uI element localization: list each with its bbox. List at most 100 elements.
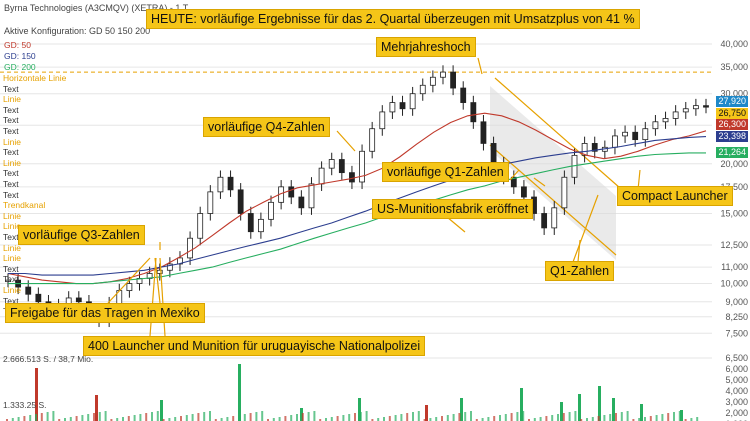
side-list-item[interactable]: Linie (3, 221, 21, 232)
volume-bar (238, 364, 241, 421)
candle-body (561, 176, 568, 209)
candle-body (237, 189, 244, 214)
side-list-item[interactable]: Trendkanal (3, 200, 46, 211)
volume-bar (425, 405, 428, 421)
volume-bar (17, 417, 20, 421)
volume-bar (684, 419, 687, 421)
volume-bar (441, 416, 443, 421)
side-list-item[interactable]: Text (3, 83, 19, 94)
volume-bar (365, 411, 368, 421)
candle-body (359, 150, 365, 183)
volume-bar (214, 419, 217, 421)
volume-bar (649, 416, 652, 421)
volume-bar (232, 416, 235, 421)
volume-bar (133, 415, 136, 421)
annotation-compact-launcher: Compact Launcher (617, 186, 733, 206)
volume-bar (35, 414, 37, 421)
y-tick-label: 7,500 (725, 328, 748, 338)
annotation-pointer (572, 194, 599, 263)
volume-bar (168, 418, 171, 421)
volume-bar (127, 416, 130, 421)
annotation-mexico: Freigabe für das Tragen in Mexiko (5, 303, 205, 323)
volume-bar (690, 418, 693, 421)
side-list-item[interactable]: Text (3, 147, 19, 158)
side-list-item[interactable]: Text (3, 104, 19, 115)
annotation-pointer (509, 169, 520, 181)
side-list-item[interactable]: Linie (3, 157, 21, 168)
candle-body (419, 84, 426, 95)
volume-bar (307, 412, 310, 421)
volume-bar (330, 417, 333, 421)
side-list-item[interactable]: Text (3, 232, 19, 242)
volume-bar (342, 415, 345, 421)
side-list-item[interactable]: Text (3, 263, 19, 274)
volume-bar (516, 412, 519, 421)
volume-bar (678, 411, 681, 421)
volume-bar (470, 411, 472, 421)
annotation-pointer (159, 257, 166, 337)
volume-bar (278, 417, 281, 421)
candle-body (207, 191, 214, 214)
headline-annotation: HEUTE: vorläufige Ergebnisse für das 2. … (146, 9, 640, 29)
candle-body (197, 213, 204, 239)
volume-bar (680, 410, 683, 421)
volume-bar (446, 415, 449, 421)
volume-bar (35, 368, 38, 421)
volume-bar (87, 414, 90, 421)
volume-bar (348, 414, 351, 421)
volume-bar (394, 415, 397, 421)
side-list-item[interactable]: Text (3, 126, 19, 136)
side-list-item[interactable]: Linie (3, 242, 21, 253)
candle-body (662, 118, 669, 123)
volume-tick-label: 1,000 (725, 419, 748, 421)
side-list-item[interactable]: Linie (3, 94, 21, 105)
annotation-q3: vorläufige Q3-Zahlen (18, 225, 145, 245)
volume-bar (580, 419, 583, 421)
volume-bar (319, 419, 322, 421)
candle-body (440, 71, 446, 78)
annotation-pointer (107, 257, 151, 304)
side-list-item[interactable]: Horizontale Linie (3, 73, 67, 83)
candle-body (126, 283, 133, 292)
volume-bar (336, 416, 339, 421)
volume-bar (162, 419, 165, 421)
volume-bar (644, 417, 646, 421)
volume-bar (371, 419, 374, 421)
side-list-item[interactable]: Linie (3, 285, 21, 295)
volume-bar (464, 412, 467, 421)
side-list-item[interactable]: Text (3, 168, 19, 179)
side-list-item[interactable]: Text (3, 295, 19, 306)
price-tag-gd200: 21,264 (716, 147, 748, 158)
side-list-item[interactable]: Text (3, 179, 19, 189)
volume-bar (29, 415, 32, 421)
side-list-item[interactable]: Linie (3, 253, 21, 264)
candle-body (652, 121, 659, 130)
candle-body (672, 111, 679, 119)
y-tick-label: 17,500 (720, 182, 748, 192)
annotation-pointer (336, 130, 356, 152)
active-config: Aktive Konfiguration: GD 50 150 200 (4, 26, 151, 36)
volume-bar (377, 418, 380, 421)
volume-bar (481, 418, 484, 421)
volume-bar (52, 411, 55, 421)
side-list-item[interactable]: Text (3, 115, 19, 126)
volume-total-label: 2.666.513 S. / 38,7 Mio. (3, 354, 94, 364)
side-list-item[interactable]: Linie (3, 136, 21, 147)
candle-body (217, 176, 224, 193)
volume-bar (81, 415, 84, 421)
candle-body (632, 131, 639, 141)
price-tag-gd50: 26,300 (716, 119, 748, 130)
candle-body (247, 213, 254, 233)
volume-bar (226, 417, 229, 421)
volume-bar (151, 412, 153, 421)
candle-body (510, 176, 517, 188)
volume-bar (359, 412, 362, 421)
side-list-item[interactable]: Text (3, 274, 19, 285)
trend-channel-upper (494, 77, 621, 189)
side-list-item[interactable]: Linie (3, 210, 21, 221)
candle-body (692, 105, 699, 110)
volume-bar (58, 419, 61, 421)
volume-bar (661, 414, 664, 421)
volume-bar (423, 419, 426, 421)
side-list-item[interactable]: Text (3, 189, 19, 200)
